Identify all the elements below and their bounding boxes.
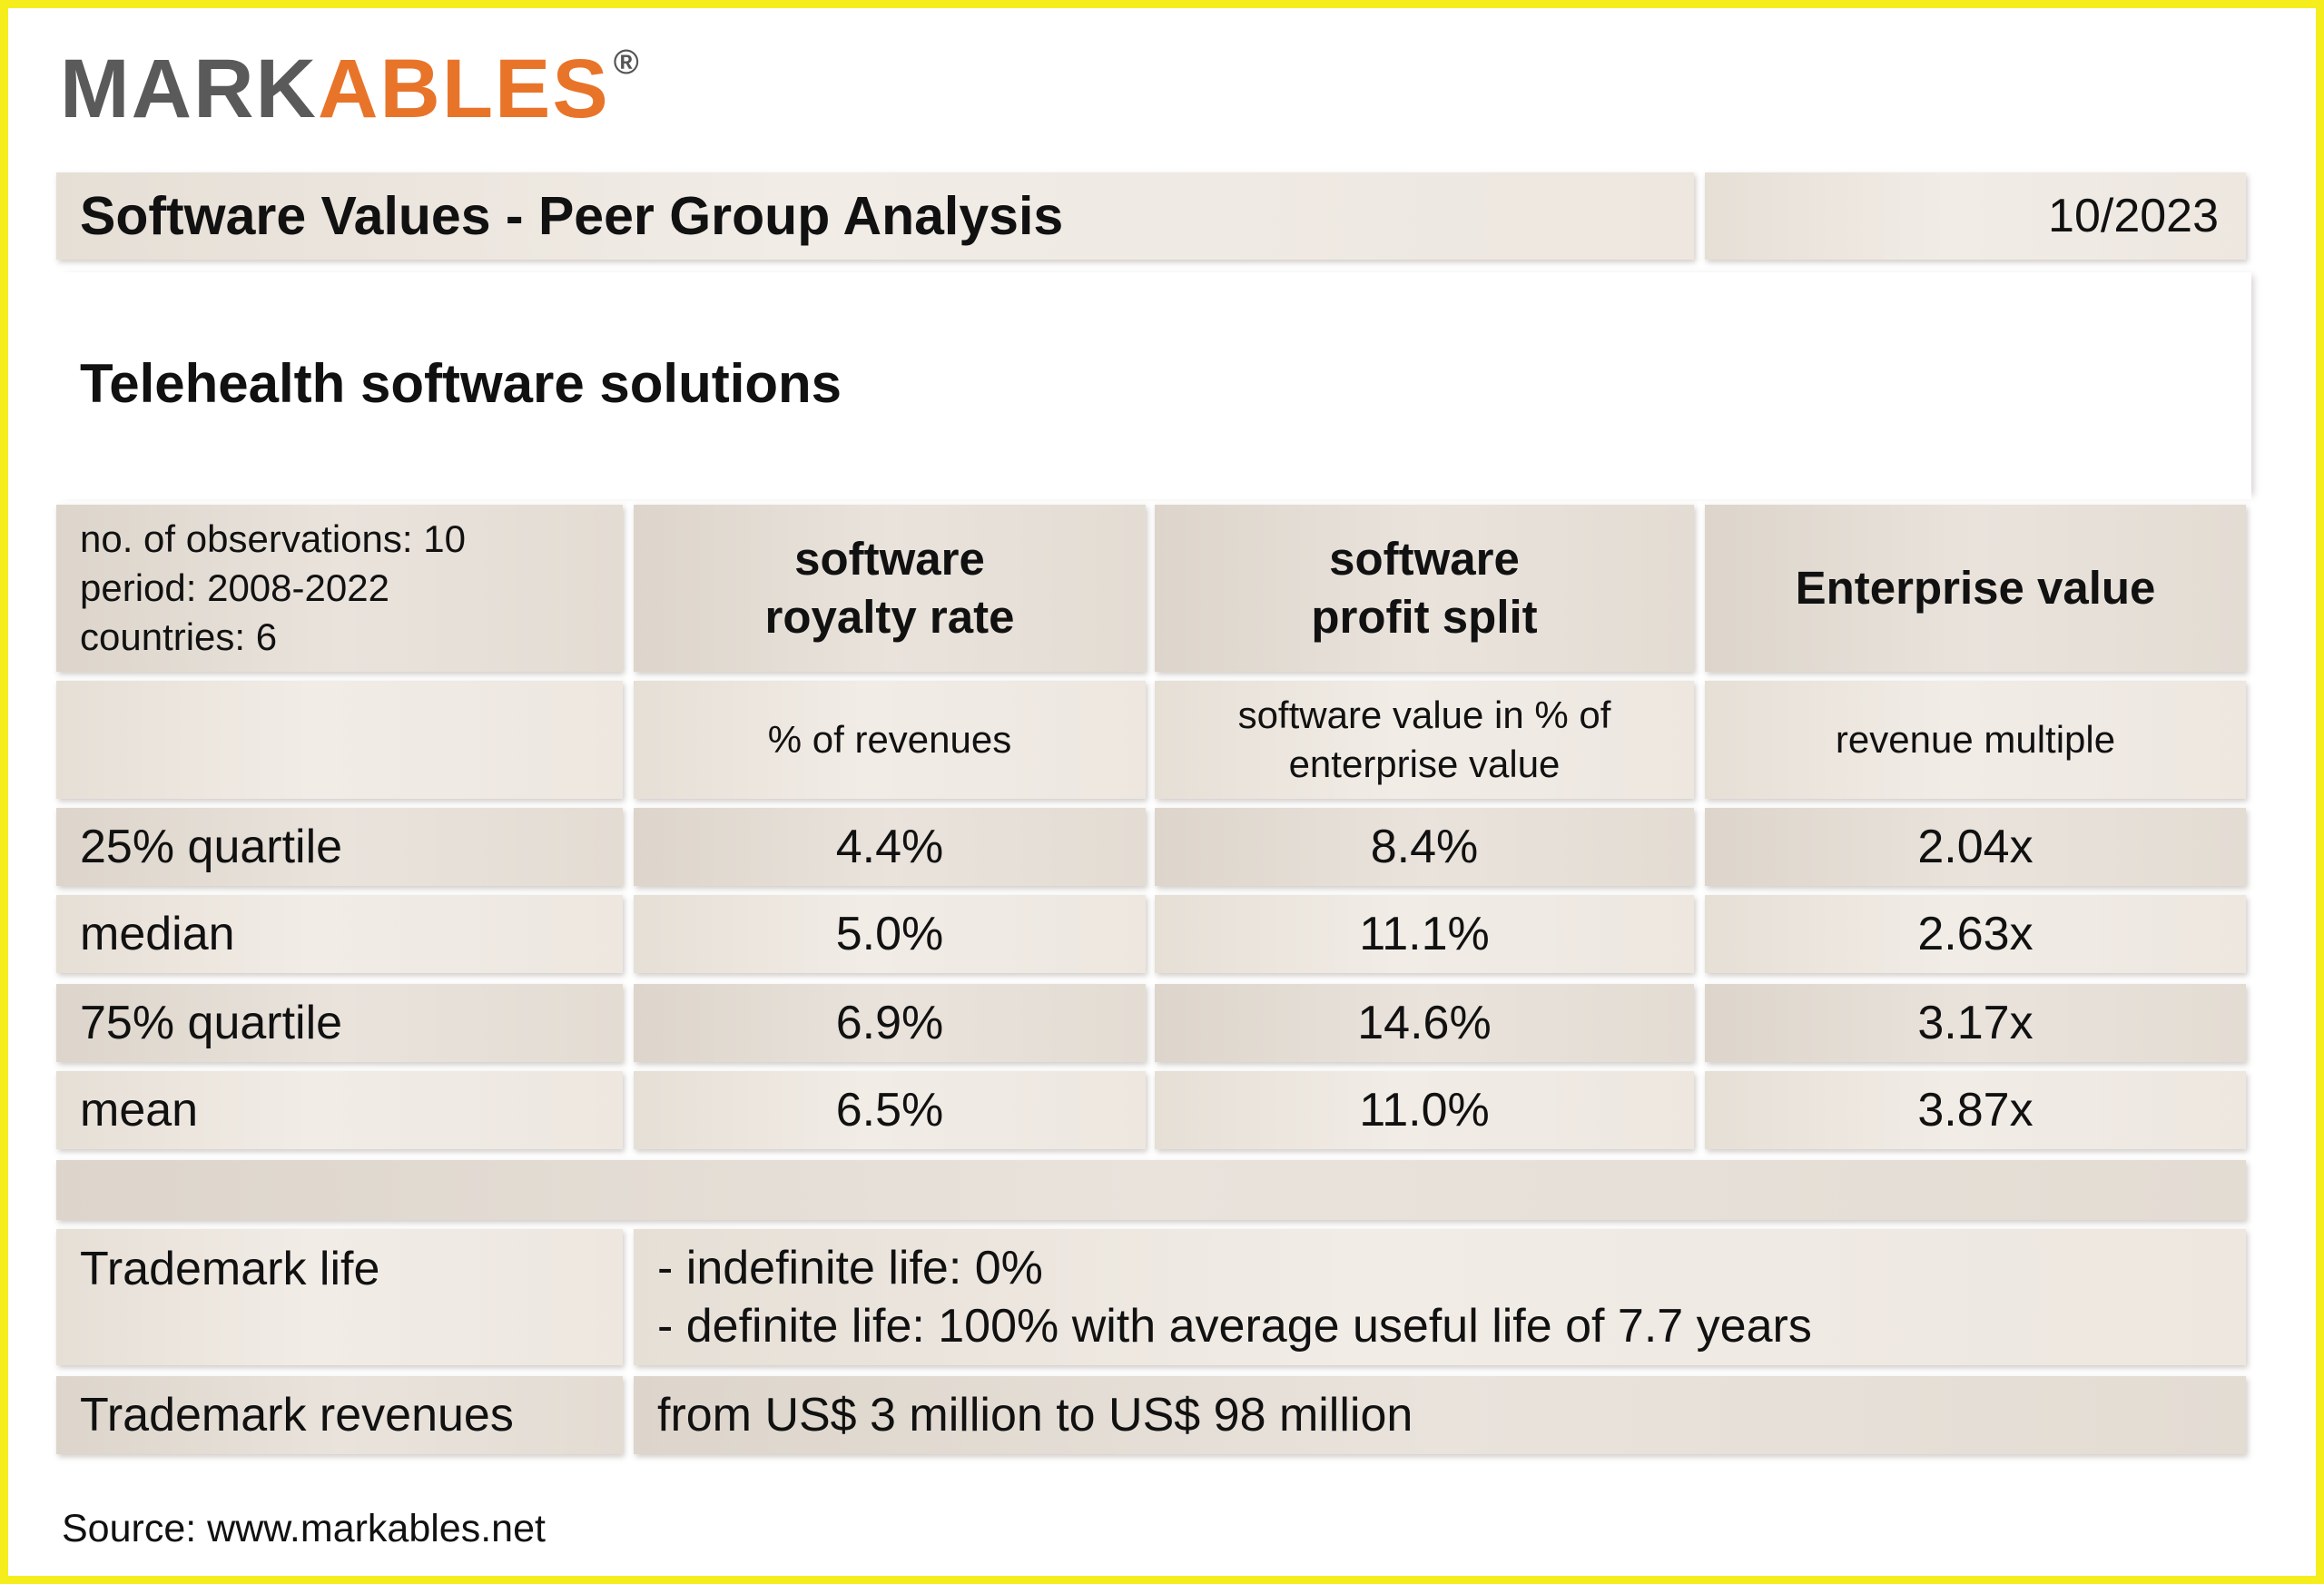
cell-value: 8.4% [1370, 821, 1479, 873]
report-date: 10/2023 [2048, 190, 2219, 242]
column-header-royalty-rate: software royalty rate [634, 505, 1146, 672]
column-title-line1: software [1329, 533, 1520, 585]
table-row-label: mean [56, 1071, 623, 1149]
unit-cell-enterprise-value: revenue multiple [1705, 681, 2246, 799]
table-row-label: 25% quartile [56, 808, 623, 886]
cell-value: 11.0% [1359, 1084, 1490, 1136]
cell-value: 2.63x [1917, 908, 2034, 960]
table-cell: 14.6% [1155, 984, 1694, 1062]
trademark-revenues-label-cell: Trademark revenues [56, 1376, 623, 1454]
table-cell: 6.9% [634, 984, 1146, 1062]
unit-label: revenue multiple [1835, 718, 2116, 761]
table-cell: 11.1% [1155, 895, 1694, 973]
spacer-band [56, 1160, 2246, 1220]
trademark-revenues-label: Trademark revenues [80, 1389, 514, 1441]
row-label: 25% quartile [80, 821, 343, 873]
cell-value: 2.04x [1917, 821, 2034, 873]
page-title: Software Values - Peer Group Analysis [80, 186, 1064, 246]
header-title-cell: Software Values - Peer Group Analysis [56, 172, 1694, 260]
row-label: mean [80, 1084, 199, 1136]
column-header-enterprise-value: Enterprise value [1705, 505, 2246, 672]
cell-value: 6.5% [835, 1084, 944, 1136]
markables-logo: MARKABLES ® [60, 44, 641, 131]
table-cell: 6.5% [634, 1071, 1146, 1149]
cell-value: 4.4% [835, 821, 944, 873]
trademark-revenues-value: from US$ 3 million to US$ 98 million [657, 1389, 1413, 1441]
trademark-life-label: Trademark life [80, 1243, 380, 1295]
definite-life-text: - definite life: 100% with average usefu… [657, 1300, 1812, 1353]
unit-label: % of revenues [767, 718, 1012, 761]
cell-value: 3.17x [1917, 997, 2034, 1049]
cell-value: 14.6% [1357, 997, 1492, 1049]
section-subtitle: Telehealth software solutions [80, 353, 842, 414]
table-cell: 5.0% [634, 895, 1146, 973]
unit-label-line2: enterprise value [1288, 743, 1561, 785]
table-row-label: 75% quartile [56, 984, 623, 1062]
logo-text-ables: ABLES [317, 43, 610, 135]
column-title-line1: software [794, 533, 985, 585]
table-cell: 3.17x [1705, 984, 2246, 1062]
subtitle-panel [56, 272, 2251, 499]
table-cell: 2.63x [1705, 895, 2246, 973]
table-cell: 4.4% [634, 808, 1146, 886]
table-cell: 2.04x [1705, 808, 2246, 886]
trademark-life-value-cell: - indefinite life: 0% - definite life: 1… [634, 1229, 2246, 1365]
row-label: 75% quartile [80, 997, 343, 1049]
row-label: median [80, 908, 235, 960]
table-row-label: median [56, 895, 623, 973]
registered-mark: ® [613, 44, 641, 82]
observations-count: no. of observations: 10 [80, 517, 466, 560]
column-title-line2: royalty rate [764, 591, 1015, 643]
column-title-line1: Enterprise value [1795, 562, 2156, 614]
meta-cell: no. of observations: 10 period: 2008-202… [56, 505, 623, 672]
table-cell: 3.87x [1705, 1071, 2246, 1149]
unit-row-label-cell [56, 681, 623, 799]
countries-count: countries: 6 [80, 615, 278, 658]
trademark-revenues-value-cell: from US$ 3 million to US$ 98 million [634, 1376, 2246, 1454]
unit-label-line1: software value in % of [1237, 694, 1611, 736]
source-note: Source: www.markables.net [62, 1507, 546, 1550]
column-header-profit-split: software profit split [1155, 505, 1694, 672]
unit-cell-royalty-rate: % of revenues [634, 681, 1146, 799]
period: period: 2008-2022 [80, 566, 389, 609]
indefinite-life-text: - indefinite life: 0% [657, 1242, 1043, 1294]
unit-cell-profit-split: software value in % of enterprise value [1155, 681, 1694, 799]
cell-value: 11.1% [1359, 908, 1490, 960]
trademark-life-label-cell: Trademark life [56, 1229, 623, 1365]
logo-text-mark: MARK [60, 43, 318, 135]
table-cell: 8.4% [1155, 808, 1694, 886]
column-title-line2: profit split [1311, 591, 1538, 643]
cell-value: 5.0% [835, 908, 944, 960]
header-date-cell: 10/2023 [1705, 172, 2246, 260]
cell-value: 6.9% [835, 997, 944, 1049]
cell-value: 3.87x [1917, 1084, 2034, 1136]
table-cell: 11.0% [1155, 1071, 1694, 1149]
